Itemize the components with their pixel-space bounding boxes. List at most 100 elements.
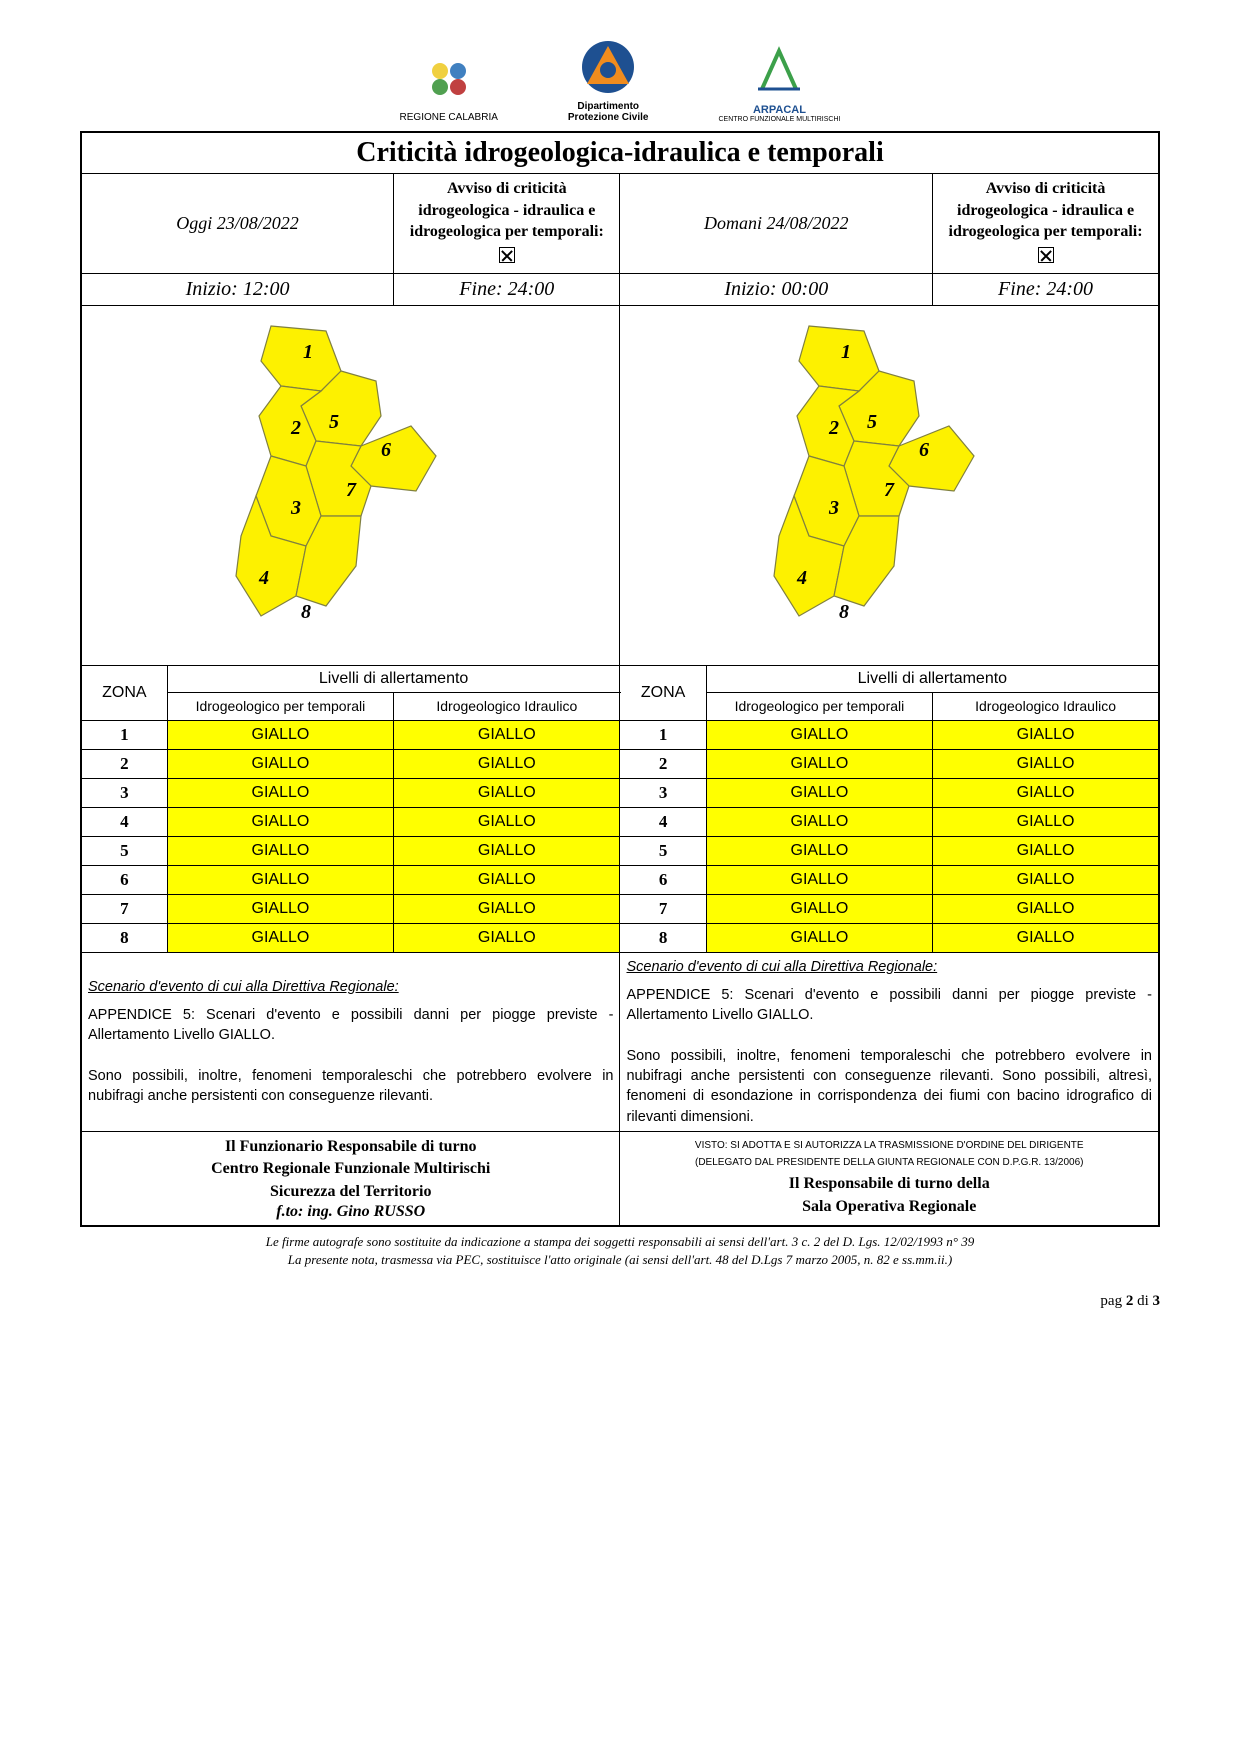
today-level-temporali: GIALLO xyxy=(167,894,393,923)
signature-right: VISTO: SI ADOTTA E SI AUTORIZZA LA TRASM… xyxy=(620,1131,1159,1226)
zone-row: 8GIALLOGIALLO8GIALLOGIALLO xyxy=(81,923,1159,952)
map-zone xyxy=(799,326,879,391)
sig-left-l4: f.to: ing. Gino RUSSO xyxy=(88,1203,613,1221)
logo-regione-label: REGIONE CALABRIA xyxy=(400,112,498,123)
map-zone-label: 6 xyxy=(381,439,391,461)
zone-row: 4GIALLOGIALLO4GIALLOGIALLO xyxy=(81,807,1159,836)
today-advisory-text: Avviso di criticità idrogeologica - idra… xyxy=(410,180,604,240)
today-map: 15267348 xyxy=(81,306,620,666)
tomorrow-zone-num: 5 xyxy=(620,836,706,865)
today-level-temporali: GIALLO xyxy=(167,865,393,894)
tomorrow-level-temporali: GIALLO xyxy=(706,836,932,865)
map-zone-label: 1 xyxy=(841,341,851,363)
map-zone-label: 2 xyxy=(290,417,301,439)
today-col1-header: Idrogeologico per temporali xyxy=(167,693,393,720)
tomorrow-level-idraulico: GIALLO xyxy=(933,894,1159,923)
sig-right-s2: (DELEGATO DAL PRESIDENTE DELLA GIUNTA RE… xyxy=(626,1156,1152,1169)
today-zone-num: 1 xyxy=(81,720,167,749)
map-zone-label: 2 xyxy=(828,417,839,439)
today-col2-header: Idrogeologico Idraulico xyxy=(394,693,620,720)
today-level-idraulico: GIALLO xyxy=(394,807,620,836)
zone-row: 6GIALLOGIALLO6GIALLOGIALLO xyxy=(81,865,1159,894)
today-level-temporali: GIALLO xyxy=(167,749,393,778)
tomorrow-level-idraulico: GIALLO xyxy=(933,720,1159,749)
today-level-temporali: GIALLO xyxy=(167,923,393,952)
zone-row: 2GIALLOGIALLO2GIALLOGIALLO xyxy=(81,749,1159,778)
tomorrow-zone-num: 4 xyxy=(620,807,706,836)
today-checkbox-icon xyxy=(499,247,515,263)
tomorrow-advisory: Avviso di criticità idrogeologica - idra… xyxy=(933,174,1159,274)
map-zone-label: 7 xyxy=(346,479,357,501)
today-zone-num: 6 xyxy=(81,865,167,894)
tomorrow-checkbox-icon xyxy=(1038,247,1054,263)
tomorrow-level-idraulico: GIALLO xyxy=(933,778,1159,807)
tomorrow-scenario-p1: APPENDICE 5: Scenari d'evento e possibil… xyxy=(626,985,1152,1026)
sig-right-l1: Il Responsabile di turno della xyxy=(626,1173,1152,1195)
today-levels-header: Livelli di allertamento xyxy=(167,666,620,693)
tomorrow-end: Fine: 24:00 xyxy=(933,274,1159,306)
sig-right-l2: Sala Operativa Regionale xyxy=(626,1196,1152,1218)
map-zone-label: 5 xyxy=(867,411,877,433)
map-zone-label: 6 xyxy=(919,439,929,461)
tomorrow-scenario-p2: Sono possibili, inoltre, fenomeni tempor… xyxy=(626,1046,1152,1127)
tomorrow-start: Inizio: 00:00 xyxy=(620,274,933,306)
map-zone-label: 8 xyxy=(301,601,311,623)
map-zone-label: 8 xyxy=(839,601,849,623)
today-date: Oggi 23/08/2022 xyxy=(81,174,394,274)
today-scenario: Scenario d'evento di cui alla Direttiva … xyxy=(81,952,620,1131)
sig-left-l1: Il Funzionario Responsabile di turno xyxy=(88,1136,613,1158)
page-tot: 3 xyxy=(1153,1293,1161,1309)
tomorrow-level-temporali: GIALLO xyxy=(706,807,932,836)
logo-arpacal-sub: CENTRO FUNZIONALE MULTIRISCHI xyxy=(718,116,840,123)
tomorrow-level-idraulico: GIALLO xyxy=(933,807,1159,836)
map-zone-label: 1 xyxy=(303,341,313,363)
today-level-idraulico: GIALLO xyxy=(394,778,620,807)
today-level-idraulico: GIALLO xyxy=(394,749,620,778)
map-zone-label: 3 xyxy=(290,497,301,519)
tomorrow-level-idraulico: GIALLO xyxy=(933,749,1159,778)
today-end: Fine: 24:00 xyxy=(394,274,620,306)
tomorrow-level-idraulico: GIALLO xyxy=(933,923,1159,952)
today-level-temporali: GIALLO xyxy=(167,720,393,749)
page-title: Criticità idrogeologica-idraulica e temp… xyxy=(81,132,1159,174)
logo-pc-label2: Protezione Civile xyxy=(568,112,649,123)
today-zone-num: 7 xyxy=(81,894,167,923)
tomorrow-scenario: Scenario d'evento di cui alla Direttiva … xyxy=(620,952,1159,1131)
footer-l1: Le firme autografe sono sostituite da in… xyxy=(80,1233,1160,1251)
page-number: pag 2 di 3 xyxy=(80,1293,1160,1310)
today-scenario-p1: APPENDICE 5: Scenari d'evento e possibil… xyxy=(88,1005,613,1046)
footer-l2: La presente nota, trasmessa via PEC, sos… xyxy=(80,1251,1160,1269)
tomorrow-level-temporali: GIALLO xyxy=(706,749,932,778)
map-zone-label: 4 xyxy=(796,567,807,589)
today-zona-header: ZONA xyxy=(81,666,167,720)
tomorrow-zone-num: 8 xyxy=(620,923,706,952)
tomorrow-zona-header: ZONA xyxy=(620,666,706,720)
today-level-temporali: GIALLO xyxy=(167,807,393,836)
tomorrow-zone-num: 1 xyxy=(620,720,706,749)
tomorrow-level-temporali: GIALLO xyxy=(706,720,932,749)
today-advisory: Avviso di criticità idrogeologica - idra… xyxy=(394,174,620,274)
tomorrow-level-idraulico: GIALLO xyxy=(933,836,1159,865)
map-zone-label: 7 xyxy=(884,479,895,501)
logo-arpacal-label: ARPACAL xyxy=(718,104,840,116)
logo-protezione-civile: Dipartimento Protezione Civile xyxy=(568,40,649,123)
tomorrow-level-temporali: GIALLO xyxy=(706,865,932,894)
tomorrow-col1-header: Idrogeologico per temporali xyxy=(706,693,932,720)
footer-note: Le firme autografe sono sostituite da in… xyxy=(80,1233,1160,1269)
tomorrow-levels-header: Livelli di allertamento xyxy=(706,666,1159,693)
tomorrow-zone-num: 6 xyxy=(620,865,706,894)
tomorrow-zone-num: 3 xyxy=(620,778,706,807)
tomorrow-map: 15267348 xyxy=(620,306,1159,666)
today-zone-num: 8 xyxy=(81,923,167,952)
tomorrow-zone-num: 2 xyxy=(620,749,706,778)
tomorrow-scenario-title: Scenario d'evento di cui alla Direttiva … xyxy=(626,957,1152,977)
signature-left: Il Funzionario Responsabile di turno Cen… xyxy=(81,1131,620,1226)
logo-pc-label1: Dipartimento xyxy=(568,101,649,112)
tomorrow-level-temporali: GIALLO xyxy=(706,894,932,923)
tomorrow-col2-header: Idrogeologico Idraulico xyxy=(933,693,1159,720)
logos-row: REGIONE CALABRIA Dipartimento Protezione… xyxy=(80,40,1160,123)
zone-row: 7GIALLOGIALLO7GIALLOGIALLO xyxy=(81,894,1159,923)
today-zone-num: 4 xyxy=(81,807,167,836)
sig-left-l2: Centro Regionale Funzionale Multirischi xyxy=(88,1158,613,1180)
logo-regione: REGIONE CALABRIA xyxy=(400,51,498,123)
